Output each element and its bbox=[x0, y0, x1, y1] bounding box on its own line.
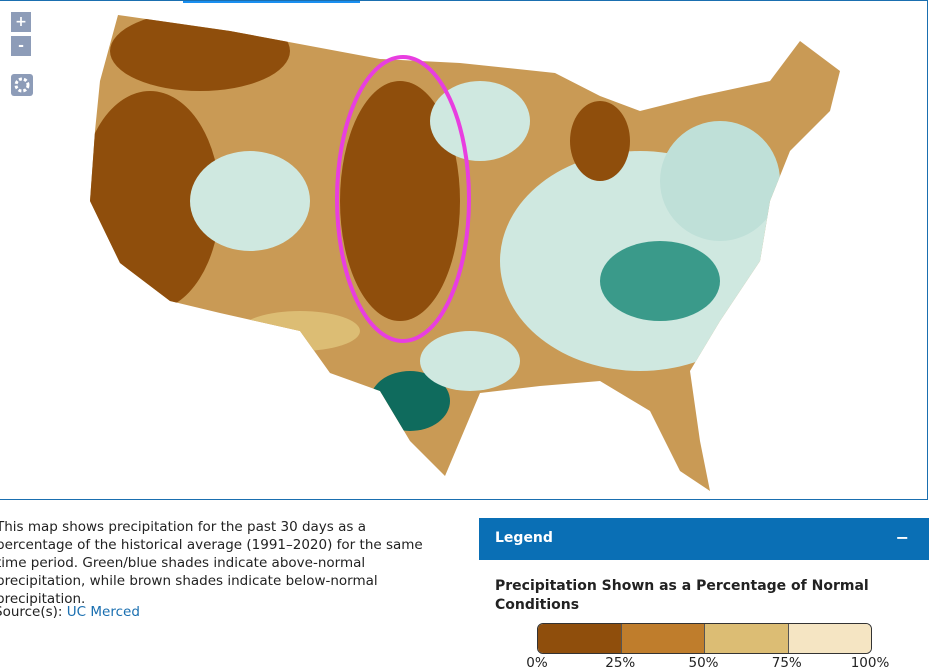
source: Source(s): UC Merced bbox=[0, 604, 140, 620]
legend-swatch bbox=[705, 624, 789, 653]
legend-header[interactable]: Legend − bbox=[479, 518, 929, 560]
highlight-ellipse bbox=[335, 55, 471, 343]
legend-swatch bbox=[538, 624, 622, 653]
download-button[interactable] bbox=[11, 74, 33, 96]
download-icon bbox=[14, 77, 30, 93]
legend-swatch bbox=[621, 624, 705, 653]
legend-collapse[interactable]: − bbox=[895, 528, 909, 547]
precip-map bbox=[90, 15, 840, 491]
zoom-in[interactable]: + bbox=[11, 12, 31, 32]
legend-tick: 100% bbox=[850, 655, 890, 671]
legend-tick: 50% bbox=[688, 655, 719, 671]
legend-swatch bbox=[788, 624, 871, 653]
zoom-out[interactable]: - bbox=[11, 36, 31, 56]
legend-colorbar bbox=[537, 623, 872, 654]
map[interactable]: + - bbox=[0, 0, 928, 500]
map-canvas bbox=[90, 1, 840, 491]
legend-tick: 25% bbox=[605, 655, 636, 671]
legend-tick: 0% bbox=[526, 655, 548, 671]
tab-indicator bbox=[183, 1, 360, 3]
legend-tick: 75% bbox=[771, 655, 802, 671]
description: This map shows precipitation for the pas… bbox=[0, 519, 423, 607]
legend-title: Precipitation Shown as a Percentage of N… bbox=[495, 578, 869, 613]
source-label: Source(s): bbox=[0, 604, 63, 620]
legend-header-title: Legend bbox=[495, 530, 553, 546]
source-link[interactable]: UC Merced bbox=[66, 604, 140, 620]
